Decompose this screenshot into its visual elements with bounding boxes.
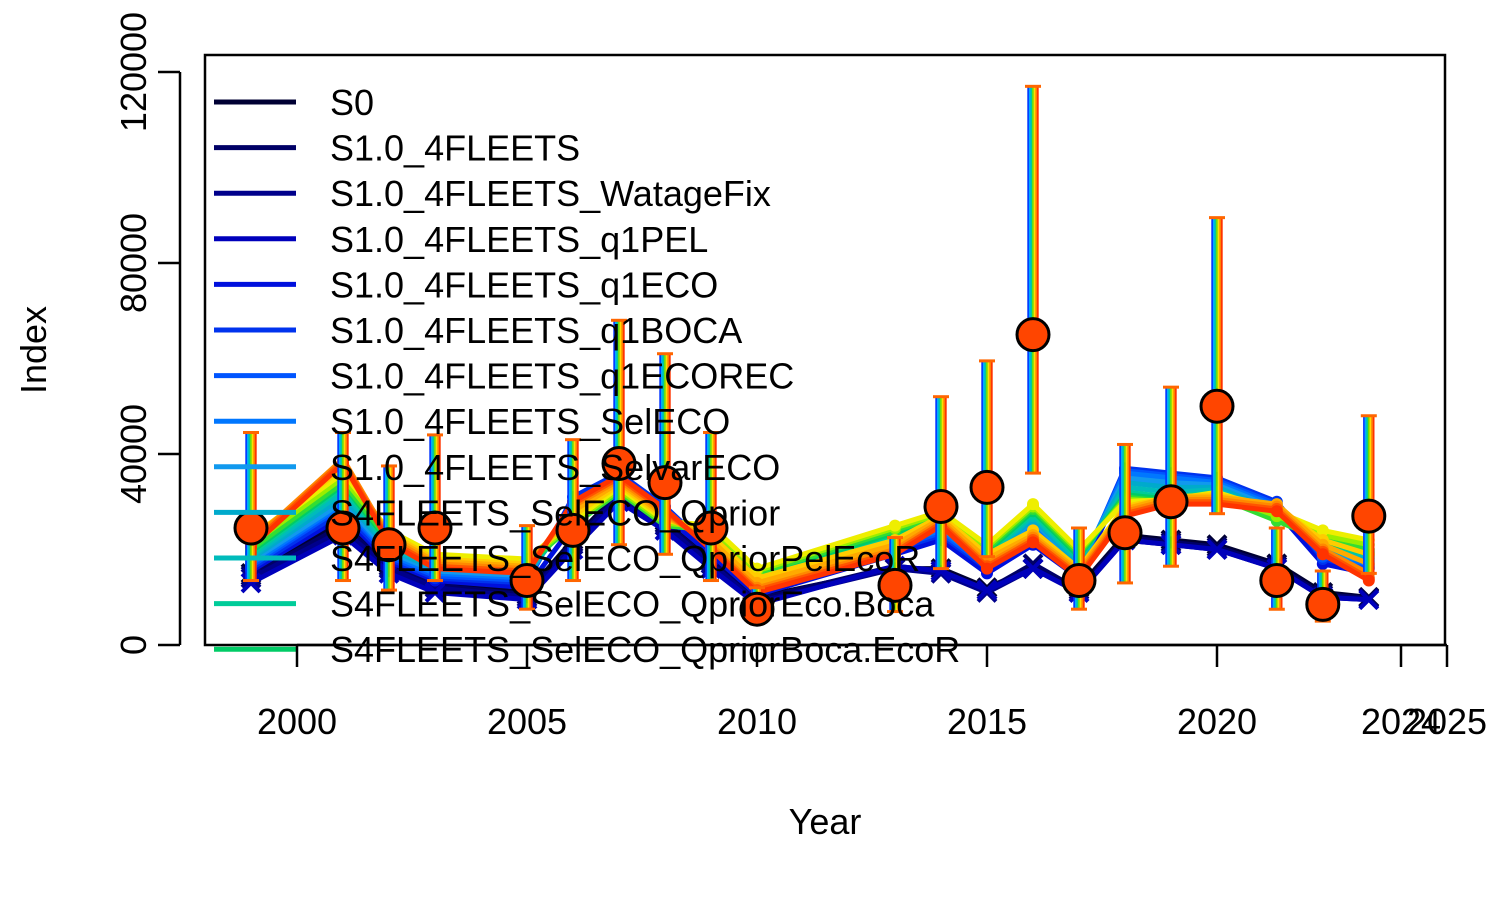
- x-tick-label: 2020: [1177, 701, 1257, 742]
- legend-label: S0: [330, 82, 374, 123]
- y-tick-label: 120000: [113, 12, 154, 132]
- observed-point: [693, 510, 729, 546]
- legend-label: S1.0_4FLEETS: [330, 128, 580, 169]
- legend-label: S1.0_4FLEETS_q1BOCA: [330, 310, 742, 351]
- legend-label: S1.0_4FLEETS_q1ECO: [330, 264, 718, 305]
- series-marker: [1316, 548, 1329, 561]
- observed-point: [325, 510, 361, 546]
- x-tick-label: 2025: [1407, 701, 1487, 742]
- series-marker: [1027, 498, 1039, 511]
- legend-label: S1.0_4FLEETS_SelECO: [330, 401, 730, 442]
- legend-label: S1.0_4FLEETS_WatageFix: [330, 173, 771, 214]
- observed-point: [509, 563, 545, 599]
- series-marker: [751, 562, 763, 575]
- legend-label: S1.0_4FLEETS_SelvarECO: [330, 447, 780, 488]
- legend-label: S4FLEETS_SelECO_QpriorEco.Boca: [330, 584, 935, 625]
- series-marker: [1362, 574, 1375, 587]
- series-marker: [889, 519, 901, 532]
- observed-point: [923, 489, 959, 525]
- x-tick-label: 2005: [487, 701, 567, 742]
- series-marker: [981, 562, 993, 575]
- y-tick-label: 40000: [113, 404, 154, 504]
- observed-point: [1305, 586, 1341, 622]
- legend-label: S4FLEETS_SelECO_QpriorPelEcoR: [330, 538, 920, 579]
- series-marker: [424, 582, 446, 603]
- observed-point: [1061, 563, 1097, 599]
- series-marker: [240, 572, 262, 594]
- legend-label: S1.0_4FLEETS_q1PEL: [330, 219, 708, 260]
- error-bars: [243, 84, 1377, 626]
- observed-points: [233, 317, 1387, 627]
- observed-point: [1199, 388, 1235, 424]
- x-tick-label: 2010: [717, 701, 797, 742]
- series-marker: [930, 560, 952, 582]
- x-tick-label: 2015: [947, 701, 1027, 742]
- observed-point: [739, 591, 775, 627]
- legend-label: S4FLEETS_SelECO_QpriorBoca.EcoR: [330, 629, 960, 670]
- series-marker: [1022, 558, 1044, 580]
- observed-point: [647, 465, 683, 501]
- series-marker: [976, 579, 998, 601]
- y-tick-label: 0: [113, 635, 154, 655]
- observed-point: [233, 510, 269, 546]
- y-axis: 0 40000 80000 120000: [113, 12, 182, 655]
- observed-point: [1107, 515, 1143, 551]
- series-marker: [1316, 524, 1329, 537]
- x-tick-label: 2000: [257, 701, 337, 742]
- observed-point: [1351, 498, 1387, 534]
- observed-point: [555, 512, 591, 548]
- observed-point: [877, 567, 913, 603]
- series-marker: [1358, 589, 1380, 611]
- y-axis-title: Index: [13, 306, 54, 394]
- series-marker: [1270, 505, 1283, 518]
- series-marker: [1027, 536, 1039, 549]
- y-tick-label: 80000: [113, 213, 154, 313]
- observed-point: [1015, 317, 1051, 353]
- x-axis-title: Year: [789, 801, 862, 842]
- observed-point: [1153, 484, 1189, 520]
- series-marker: [1206, 539, 1228, 560]
- legend-label: S1.0_4FLEETS_q1ECOREC: [330, 356, 794, 397]
- observed-point: [601, 446, 637, 482]
- observed-point: [1259, 563, 1295, 599]
- observed-point: [417, 510, 453, 546]
- x-tick-label: 2024: [1361, 701, 1441, 742]
- legend-label: S4FLEETS_SelECO_Qprior: [330, 492, 780, 533]
- observed-point: [969, 469, 1005, 505]
- observed-point: [371, 527, 407, 563]
